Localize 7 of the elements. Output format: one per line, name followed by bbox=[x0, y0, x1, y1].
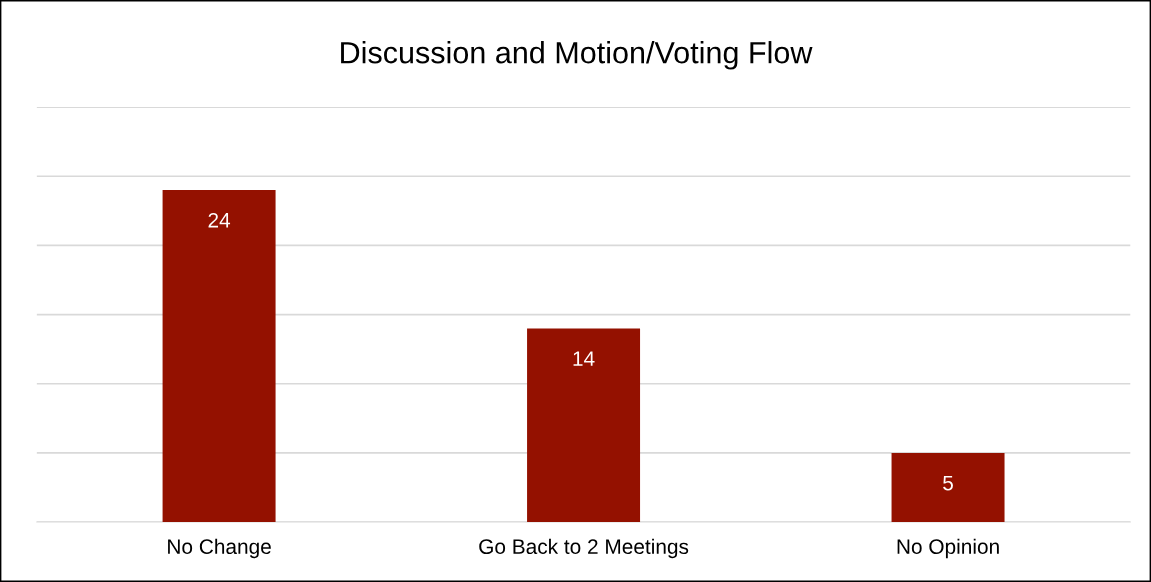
data-label: 14 bbox=[573, 351, 595, 366]
chart-title: Discussion and Motion/Voting Flow bbox=[341, 41, 813, 70]
x-tick-label: No Change bbox=[168, 538, 271, 559]
data-label: 5 bbox=[943, 475, 953, 491]
data-label: 24 bbox=[208, 212, 231, 228]
x-tick-label: No Opinion bbox=[897, 538, 999, 559]
x-tick-label: Go Back to 2 Meetings bbox=[479, 538, 689, 559]
